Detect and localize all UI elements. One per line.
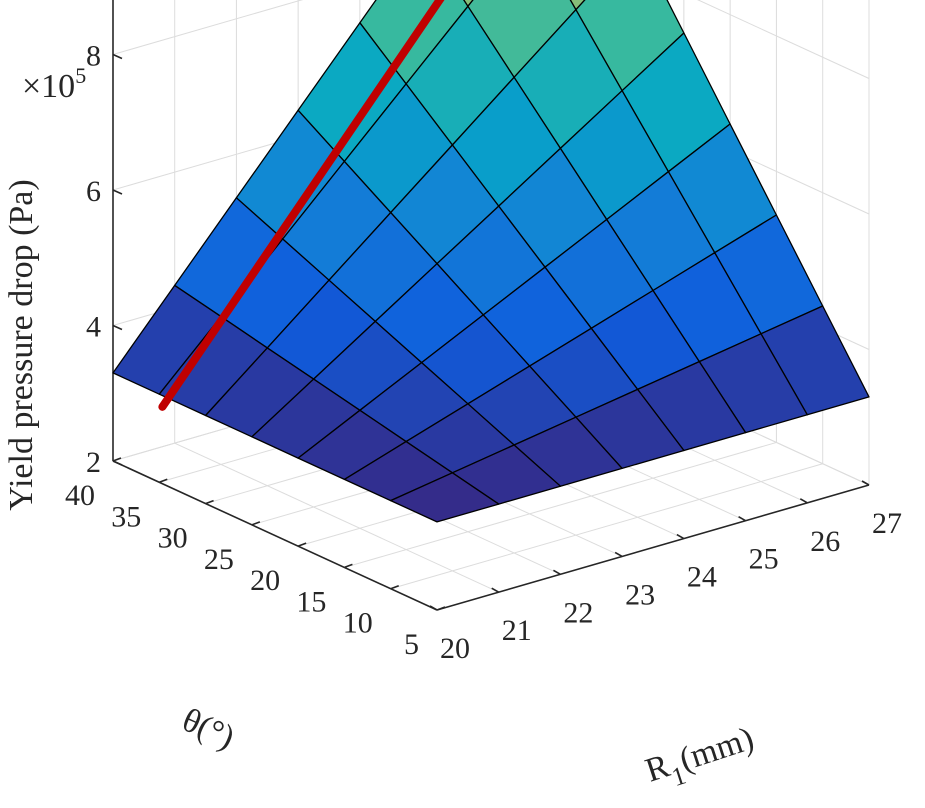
z-tick-label: 6 [86,175,101,208]
x-tick-label: 25 [749,543,779,576]
grid-line [344,441,777,568]
z-tick-label: 4 [86,311,101,344]
x-axis-line [436,484,870,611]
trend-arrow [158,0,445,411]
z-axis-label: Yield pressure drop (Pa) [3,179,40,510]
x-tick-mark [799,498,808,504]
x-tick-mark [429,605,438,611]
y-axis-line [112,460,438,611]
z-exponent-power: 5 [75,63,86,88]
y-tick-mark [344,563,353,569]
x-tick-mark [676,533,685,540]
z-tick-mark [112,53,123,60]
y-axis-label: θ(°) [177,702,240,757]
x-tick-label: 20 [440,632,470,665]
tick-labels: 2468102021222324252627510152025303540 [65,40,902,666]
grid-line [697,0,870,79]
y-tick-mark [436,606,446,611]
z-tick-mark [112,324,123,331]
y-tick-mark [112,457,122,462]
x-tick-mark [738,516,746,522]
y-tick-label: 30 [158,522,188,555]
x-tick-label: 21 [502,614,532,647]
y-tick-mark [251,521,261,526]
x-tick-mark [861,480,870,486]
y-tick-label: 15 [296,585,326,618]
x-axis-label: R1(mm) [641,720,761,799]
y-tick-label: 25 [204,543,234,576]
axes [112,0,870,611]
y-tick-label: 35 [111,500,141,533]
grid-line [112,0,304,55]
grid-line [390,463,823,590]
x-tick-label: 26 [810,525,840,558]
z-tick-mark [112,189,123,195]
y-tick-mark [390,584,399,590]
y-tick-mark [205,499,214,505]
y-tick-mark [159,478,168,484]
z-exponent: ×105 [22,63,86,105]
y-tick-label: 40 [65,479,95,512]
arrow-shaft [158,0,445,411]
y-tick-label: 20 [250,564,280,597]
x-tick-label: 27 [872,507,902,540]
x-tick-mark [553,569,561,575]
grid-line [174,442,499,593]
surface [112,0,870,523]
x-tick-label: 23 [625,578,655,611]
y-tick-mark [297,542,307,547]
y-tick-label: 5 [404,628,419,661]
y-tick-label: 10 [343,607,373,640]
surface-patch [390,472,500,523]
x-axis-label-unit: (mm) [675,720,758,779]
z-tick-label: 2 [86,446,101,479]
surface-patch [463,0,474,7]
surface-patch [569,0,586,11]
z-tick-label: 8 [86,40,101,73]
x-tick-mark [614,551,623,558]
x-tick-label: 22 [563,596,593,629]
x-tick-label: 24 [687,561,717,594]
z-tick-mark [112,460,123,466]
x-tick-mark [491,587,500,593]
z-exponent-base: ×10 [22,68,75,105]
